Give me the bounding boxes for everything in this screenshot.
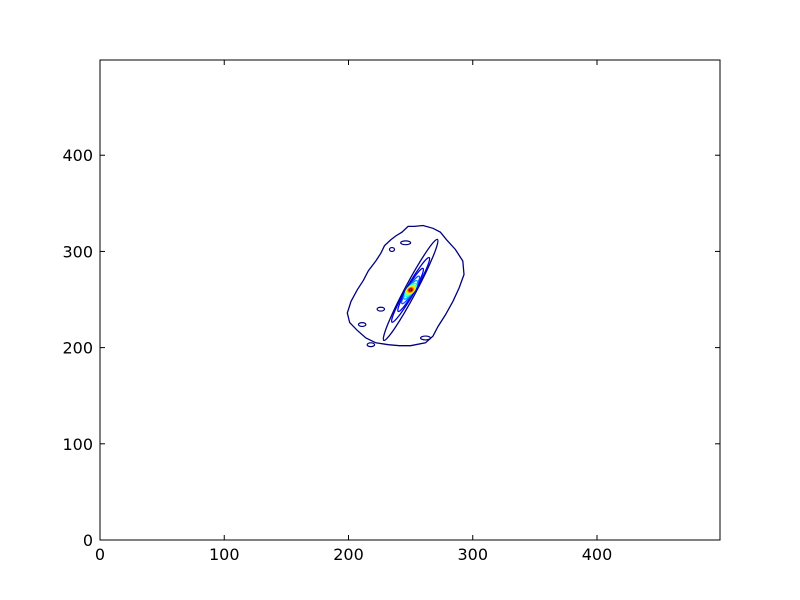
contour-level-2 <box>390 256 431 323</box>
outer-contour-line <box>346 224 465 347</box>
axis-ticks <box>99 60 720 541</box>
contour-level-12 <box>408 288 413 292</box>
contour-level-11 <box>407 287 414 293</box>
contour-level-4 <box>401 275 421 305</box>
contour-lines <box>346 224 465 348</box>
plot-frame <box>99 59 721 541</box>
x-tick-label: 200 <box>333 545 364 564</box>
x-tick-label: 0 <box>95 545 105 564</box>
x-tick-label: 100 <box>209 545 240 564</box>
contour-level-3 <box>397 267 425 313</box>
axis-tick-labels: 0 100 200 300 400 0 100 200 300 400 <box>62 146 612 564</box>
contour-island <box>388 246 396 253</box>
contour-island <box>419 335 432 341</box>
x-tick-label: 300 <box>457 545 488 564</box>
contour-island <box>357 322 367 328</box>
x-tick-label: 400 <box>582 545 613 564</box>
contour-level-1 <box>382 238 439 342</box>
contour-island <box>376 306 386 312</box>
y-tick-label: 400 <box>62 146 93 165</box>
y-tick-label: 100 <box>62 435 93 454</box>
contour-island <box>400 240 412 246</box>
y-tick-label: 0 <box>83 531 93 550</box>
y-tick-label: 300 <box>62 242 93 261</box>
y-tick-label: 200 <box>62 339 93 358</box>
contour-island <box>366 342 376 348</box>
